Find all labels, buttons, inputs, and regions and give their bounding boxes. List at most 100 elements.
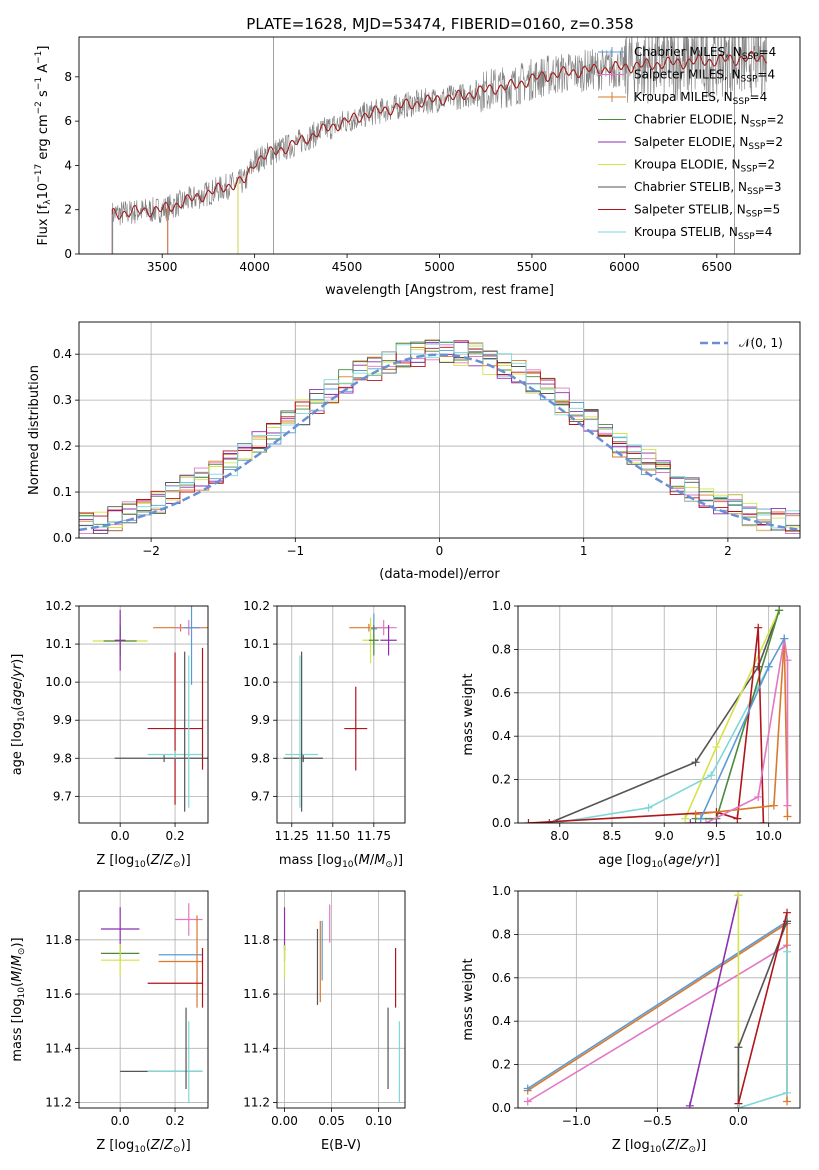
y-tick-label: 9.7 <box>53 789 72 803</box>
legend: Chabrier MILES, NSSP=4 Salpeter MILES, NS… <box>598 45 784 242</box>
y-tick-label: 1.0 <box>492 884 511 898</box>
series-marker <box>685 1101 694 1108</box>
x-tick-label: 0.05 <box>318 1114 345 1128</box>
y-axis-label: Normed distribution <box>27 365 42 495</box>
axes-frame <box>517 890 801 1109</box>
x-axis-label: (data-model)/error <box>379 567 500 582</box>
x-tick-label: 0.0 <box>111 829 130 843</box>
x-tick-label: 0.0 <box>111 1114 130 1128</box>
x-tick-label: 6000 <box>609 260 640 274</box>
legend-sub: SSP <box>750 120 767 130</box>
series-line-chabrier_stelib <box>548 610 780 823</box>
series-marker <box>644 803 653 812</box>
x-tick-label: 0.2 <box>166 1114 185 1128</box>
legend-sub: SSP <box>741 75 758 85</box>
x-tick-label: 0 <box>436 544 444 558</box>
series-marker <box>783 656 792 665</box>
plot-area <box>524 606 792 823</box>
axes-frame <box>78 321 801 539</box>
x-tick-label: 9.5 <box>707 829 726 843</box>
series-marker <box>686 819 695 823</box>
y-tick-label: 9.9 <box>53 713 72 727</box>
series-marker <box>734 891 743 900</box>
figure-title: PLATE=1628, MJD=53474, FIBERID=0160, z=0… <box>246 15 633 33</box>
x-tick-label: −1 <box>286 544 304 558</box>
y-tick-label: 0.8 <box>492 642 511 656</box>
legend-sub: SSP <box>746 210 763 220</box>
plot-area <box>523 891 792 1108</box>
y-tick-label: 8 <box>64 70 72 84</box>
series-line-kroupa_elodie <box>684 609 780 820</box>
axes-frame <box>78 605 209 824</box>
series-marker <box>691 810 700 819</box>
legend-rest: =3 <box>764 180 782 194</box>
legend-label: Kroupa STELIB, NSSP=4 <box>634 225 772 242</box>
y-tick-label: 9.8 <box>251 751 270 765</box>
x-axis-label: wavelength [Angstrom, rest frame] <box>325 283 554 298</box>
x-tick-label: 10.0 <box>755 829 782 843</box>
x-tick-label: 9.0 <box>655 829 674 843</box>
series-marker <box>691 758 700 767</box>
series-line-chabrier_miles <box>527 920 788 1090</box>
series-marker <box>769 801 778 810</box>
axes-frame <box>78 36 801 255</box>
series-line-salpeter_stelib <box>737 912 788 1108</box>
legend-sub: SSP <box>742 52 759 62</box>
series-marker <box>783 947 792 956</box>
legend-rest: =2 <box>757 158 775 172</box>
series-marker <box>754 662 763 671</box>
y-tick-label: 11.4 <box>45 1041 72 1055</box>
series-marker <box>783 1088 792 1097</box>
y-tick-label: 10.1 <box>243 637 270 651</box>
series-line-salpeter_miles <box>527 944 788 1103</box>
y-tick-label: 0.8 <box>492 927 511 941</box>
y-tick-label: 0.6 <box>492 686 511 700</box>
series-marker <box>759 819 768 823</box>
plot-area <box>100 903 204 1103</box>
chart-weight_vs_Z: −1.0 −0.5 0.0 0.0 0.2 0.4 0.6 0.8 1.0 Z [log10(Z/… <box>461 884 801 1155</box>
y-tick-label: 11.2 <box>243 1096 270 1110</box>
x-tick-label: −2 <box>142 544 160 558</box>
series-marker <box>712 819 721 823</box>
plot-area <box>111 37 767 254</box>
series-marker <box>712 743 721 752</box>
legend-sub: SSP <box>741 165 758 175</box>
plot-area <box>92 606 208 812</box>
series-marker <box>734 1104 743 1108</box>
x-tick-label: 0.00 <box>271 1114 298 1128</box>
legend-label: Chabrier MILES, NSSP=4 <box>634 45 776 62</box>
y-axis-label: Flux [fλ10−17 erg cm−2 s−1 A−1] <box>34 46 53 246</box>
legend-label: Kroupa ELODIE, NSSP=2 <box>634 158 775 175</box>
series-marker <box>780 634 789 643</box>
x-tick-label: 6500 <box>702 260 733 274</box>
chart-weight_vs_age: 8.0 8.5 9.0 9.5 10.0 0.0 0.2 0.4 0.6 0.8 1.0 age [l… <box>461 599 801 870</box>
y-axis-label: age [log10(age/yr)] <box>10 654 27 776</box>
y-tick-label: 0.0 <box>492 1101 511 1115</box>
y-tick-label: 9.9 <box>251 713 270 727</box>
x-axis-label: age [log10(age/yr)] <box>598 853 720 870</box>
series-marker <box>775 606 784 615</box>
x-tick-label: 11.25 <box>275 829 309 843</box>
y-tick-label: 6 <box>64 114 72 128</box>
series-marker <box>545 819 554 823</box>
series-marker <box>783 801 792 810</box>
series-marker <box>754 792 763 801</box>
series-marker <box>696 814 705 823</box>
legend-marker <box>607 47 617 57</box>
series-line-kroupa_stelib <box>554 666 770 823</box>
axes-frame <box>276 890 406 1109</box>
series-line-chabrier_elodie <box>695 610 780 820</box>
legend-marker <box>607 69 617 80</box>
y-axis-label: mass weight <box>461 673 476 755</box>
y-tick-label: 0.0 <box>53 531 72 545</box>
y-tick-label: 9.7 <box>251 789 270 803</box>
x-tick-label: 4000 <box>239 260 270 274</box>
series-marker <box>523 1084 532 1093</box>
x-tick-label: 11.75 <box>357 829 391 843</box>
y-tick-label: 0.6 <box>492 971 511 985</box>
x-tick-label: 0.2 <box>166 829 185 843</box>
series-marker <box>783 1097 792 1106</box>
series-marker <box>707 771 716 780</box>
y-tick-label: 10.2 <box>45 599 72 613</box>
x-tick-label: 11.50 <box>316 829 350 843</box>
